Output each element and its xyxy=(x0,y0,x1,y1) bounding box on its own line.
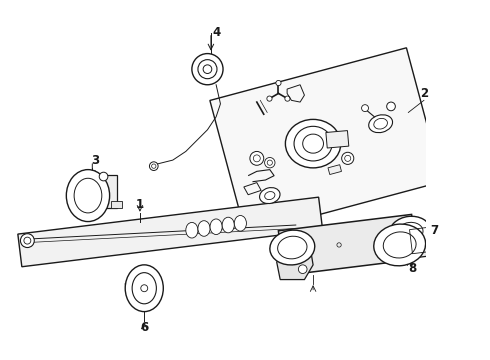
Circle shape xyxy=(387,102,395,111)
Polygon shape xyxy=(278,215,417,275)
Circle shape xyxy=(342,152,354,165)
Polygon shape xyxy=(210,48,442,234)
Ellipse shape xyxy=(234,216,246,231)
Ellipse shape xyxy=(390,216,431,248)
Ellipse shape xyxy=(222,217,234,233)
Polygon shape xyxy=(18,197,322,267)
Ellipse shape xyxy=(285,120,341,168)
Text: 2: 2 xyxy=(420,87,428,100)
Text: 3: 3 xyxy=(91,154,99,167)
Circle shape xyxy=(265,157,275,168)
Circle shape xyxy=(99,172,108,181)
Circle shape xyxy=(267,96,272,101)
Circle shape xyxy=(286,251,296,261)
Polygon shape xyxy=(326,131,349,148)
Ellipse shape xyxy=(198,221,210,236)
Ellipse shape xyxy=(374,224,426,266)
Polygon shape xyxy=(111,201,122,208)
Polygon shape xyxy=(405,223,435,258)
Circle shape xyxy=(362,105,368,112)
Polygon shape xyxy=(93,175,118,208)
Ellipse shape xyxy=(66,170,110,221)
Ellipse shape xyxy=(270,230,315,265)
Circle shape xyxy=(285,96,290,101)
Text: 6: 6 xyxy=(140,321,148,334)
Circle shape xyxy=(21,234,34,248)
Circle shape xyxy=(192,54,223,85)
Ellipse shape xyxy=(368,115,392,132)
Ellipse shape xyxy=(186,222,198,238)
Circle shape xyxy=(298,265,307,274)
Text: 1: 1 xyxy=(136,198,144,211)
Circle shape xyxy=(149,162,158,171)
Ellipse shape xyxy=(210,219,222,235)
Text: 7: 7 xyxy=(430,224,439,237)
Text: 5: 5 xyxy=(489,180,490,193)
Circle shape xyxy=(250,152,264,165)
Text: 8: 8 xyxy=(409,262,417,275)
Polygon shape xyxy=(277,239,313,280)
Text: 4: 4 xyxy=(212,26,220,39)
Circle shape xyxy=(276,80,281,86)
Ellipse shape xyxy=(260,188,280,203)
Polygon shape xyxy=(328,165,342,175)
Ellipse shape xyxy=(125,265,163,312)
